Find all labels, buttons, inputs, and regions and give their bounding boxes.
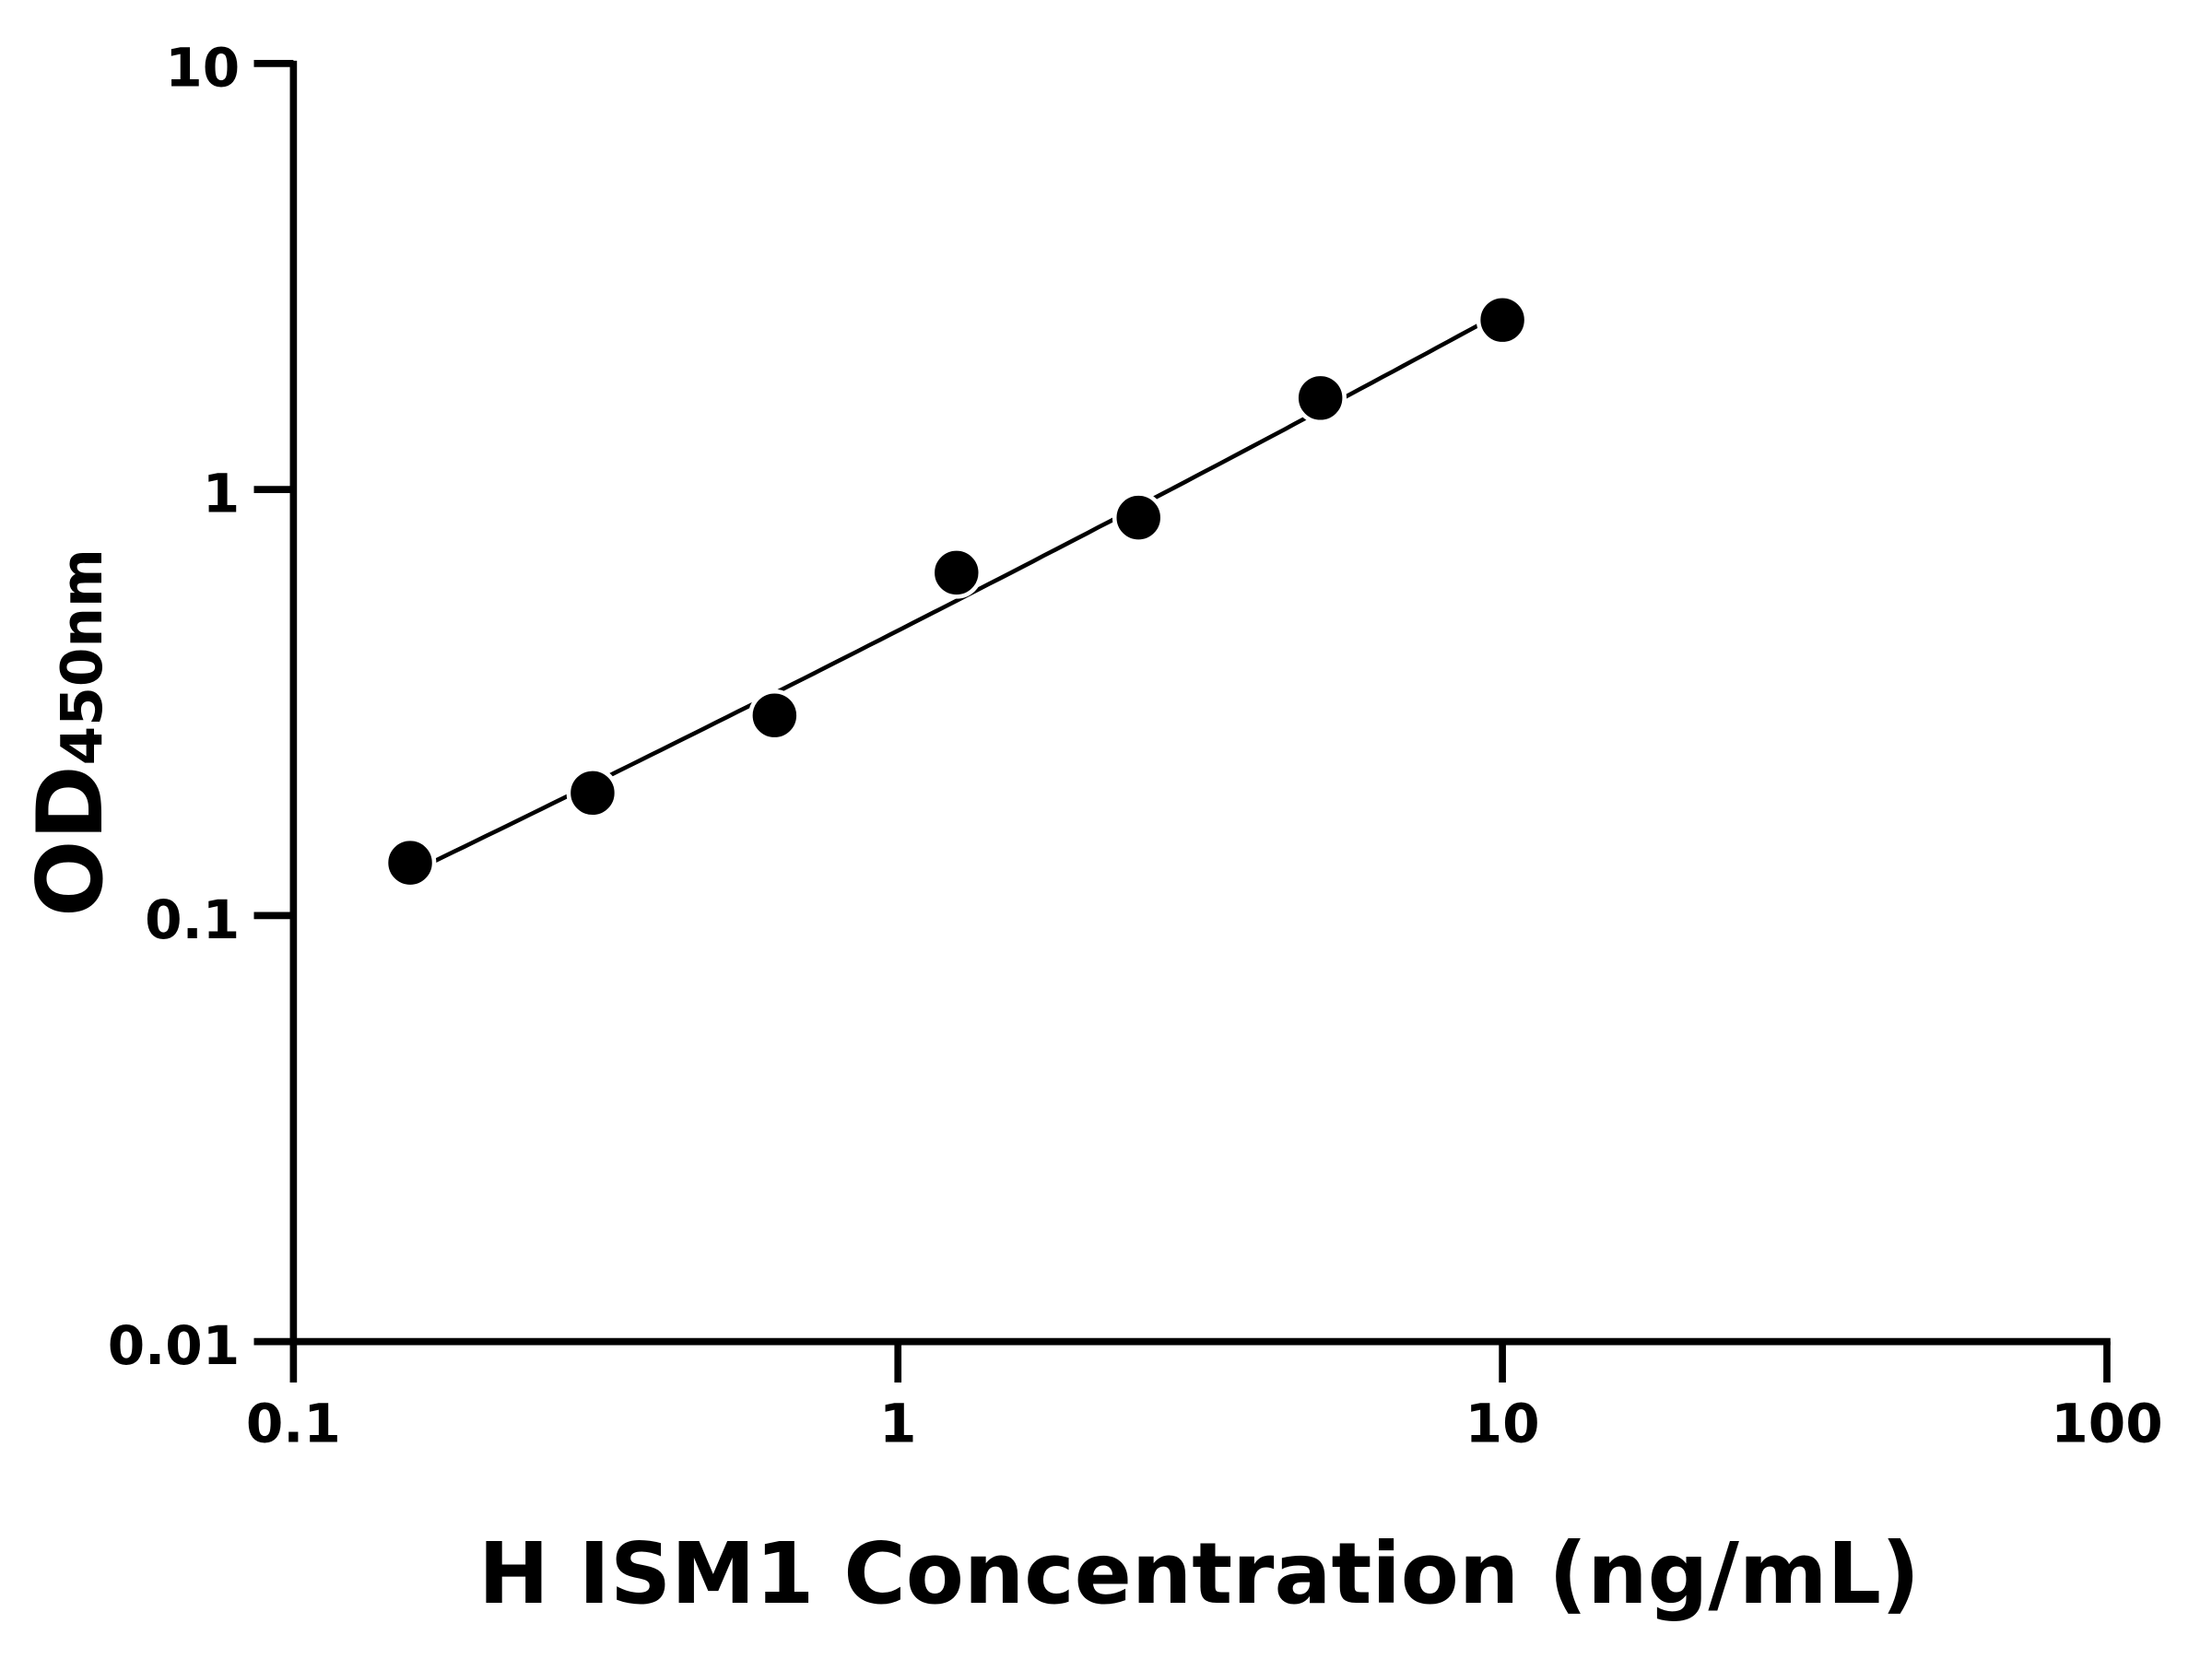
- data-point: [1476, 293, 1529, 347]
- x-ticks: 0.1 1 10 100: [246, 1341, 2163, 1454]
- y-axis-label-sub: 450nm: [50, 548, 115, 765]
- data-point: [748, 688, 801, 742]
- y-ticks: 0.01 0.1 1 10: [108, 36, 294, 1377]
- data-point: [1112, 491, 1165, 544]
- svg-text:OD450nm: OD450nm: [18, 548, 124, 917]
- y-tick-label: 10: [165, 36, 240, 99]
- y-axis-label-main: OD: [18, 765, 124, 917]
- x-tick-label: 1: [879, 1392, 916, 1454]
- y-tick-label: 1: [203, 463, 240, 525]
- data-point: [930, 547, 983, 599]
- y-axis-label: OD450nm: [18, 548, 124, 917]
- data-points-layer: [383, 293, 1529, 889]
- data-point: [566, 767, 619, 819]
- x-tick-label: 10: [1465, 1392, 1540, 1454]
- data-point: [1294, 371, 1347, 425]
- x-tick-label: 100: [2051, 1392, 2162, 1454]
- y-tick-label: 0.1: [145, 888, 240, 951]
- y-tick-label: 0.01: [108, 1314, 241, 1377]
- data-point: [383, 836, 437, 889]
- x-axis-label: H ISM1 Concentration (ng/mL): [478, 1524, 1920, 1623]
- x-tick-label: 0.1: [246, 1392, 341, 1454]
